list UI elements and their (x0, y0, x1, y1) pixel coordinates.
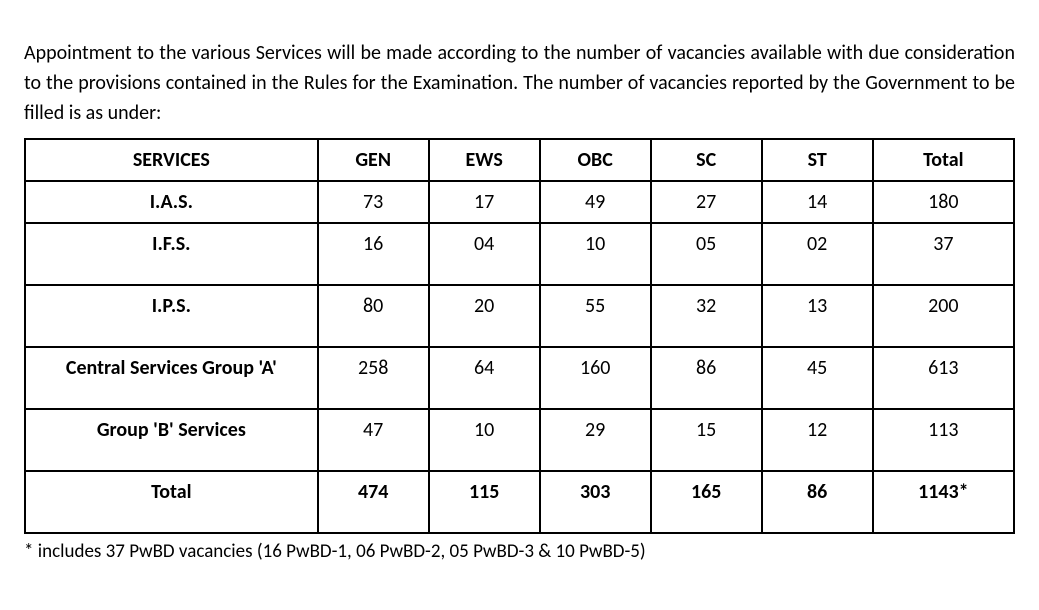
cell-total: 37 (873, 223, 1014, 285)
cell-sc: 165 (651, 471, 762, 533)
cell-sc: 15 (651, 409, 762, 471)
cell-gen: 73 (318, 181, 429, 223)
cell-total: 1143* (873, 471, 1014, 533)
table-totals-row: Total 474 115 303 165 86 1143* (25, 471, 1014, 533)
cell-total: 613 (873, 347, 1014, 409)
cell-obc: 29 (540, 409, 651, 471)
cell-ews: 115 (429, 471, 540, 533)
cell-gen: 47 (318, 409, 429, 471)
cell-service: Total (25, 471, 318, 533)
cell-service: I.P.S. (25, 285, 318, 347)
cell-total: 200 (873, 285, 1014, 347)
vacancies-table: SERVICES GEN EWS OBC SC ST Total I.A.S. … (24, 138, 1015, 534)
cell-sc: 27 (651, 181, 762, 223)
cell-ews: 10 (429, 409, 540, 471)
cell-st: 12 (762, 409, 873, 471)
cell-sc: 32 (651, 285, 762, 347)
col-gen: GEN (318, 139, 429, 181)
table-row: I.P.S. 80 20 55 32 13 200 (25, 285, 1014, 347)
cell-ews: 04 (429, 223, 540, 285)
cell-total: 113 (873, 409, 1014, 471)
table-row: Group 'B' Services 47 10 29 15 12 113 (25, 409, 1014, 471)
cell-ews: 64 (429, 347, 540, 409)
table-row: I.A.S. 73 17 49 27 14 180 (25, 181, 1014, 223)
col-total: Total (873, 139, 1014, 181)
cell-ews: 17 (429, 181, 540, 223)
col-sc: SC (651, 139, 762, 181)
cell-gen: 80 (318, 285, 429, 347)
cell-service: I.F.S. (25, 223, 318, 285)
cell-ews: 20 (429, 285, 540, 347)
col-st: ST (762, 139, 873, 181)
cell-gen: 16 (318, 223, 429, 285)
cell-gen: 474 (318, 471, 429, 533)
footnote: * includes 37 PwBD vacancies (16 PwBD-1,… (24, 540, 1015, 563)
cell-service: Group 'B' Services (25, 409, 318, 471)
cell-st: 13 (762, 285, 873, 347)
cell-st: 02 (762, 223, 873, 285)
table-row: Central Services Group 'A' 258 64 160 86… (25, 347, 1014, 409)
cell-st: 14 (762, 181, 873, 223)
cell-st: 45 (762, 347, 873, 409)
cell-obc: 55 (540, 285, 651, 347)
cell-gen: 258 (318, 347, 429, 409)
col-ews: EWS (429, 139, 540, 181)
cell-obc: 49 (540, 181, 651, 223)
cell-total: 180 (873, 181, 1014, 223)
cell-obc: 160 (540, 347, 651, 409)
cell-service: Central Services Group 'A' (25, 347, 318, 409)
cell-obc: 303 (540, 471, 651, 533)
table-row: I.F.S. 16 04 10 05 02 37 (25, 223, 1014, 285)
cell-sc: 86 (651, 347, 762, 409)
cell-obc: 10 (540, 223, 651, 285)
col-obc: OBC (540, 139, 651, 181)
intro-paragraph: Appointment to the various Services will… (24, 38, 1015, 128)
cell-st: 86 (762, 471, 873, 533)
cell-sc: 05 (651, 223, 762, 285)
cell-service: I.A.S. (25, 181, 318, 223)
col-services: SERVICES (25, 139, 318, 181)
table-header-row: SERVICES GEN EWS OBC SC ST Total (25, 139, 1014, 181)
